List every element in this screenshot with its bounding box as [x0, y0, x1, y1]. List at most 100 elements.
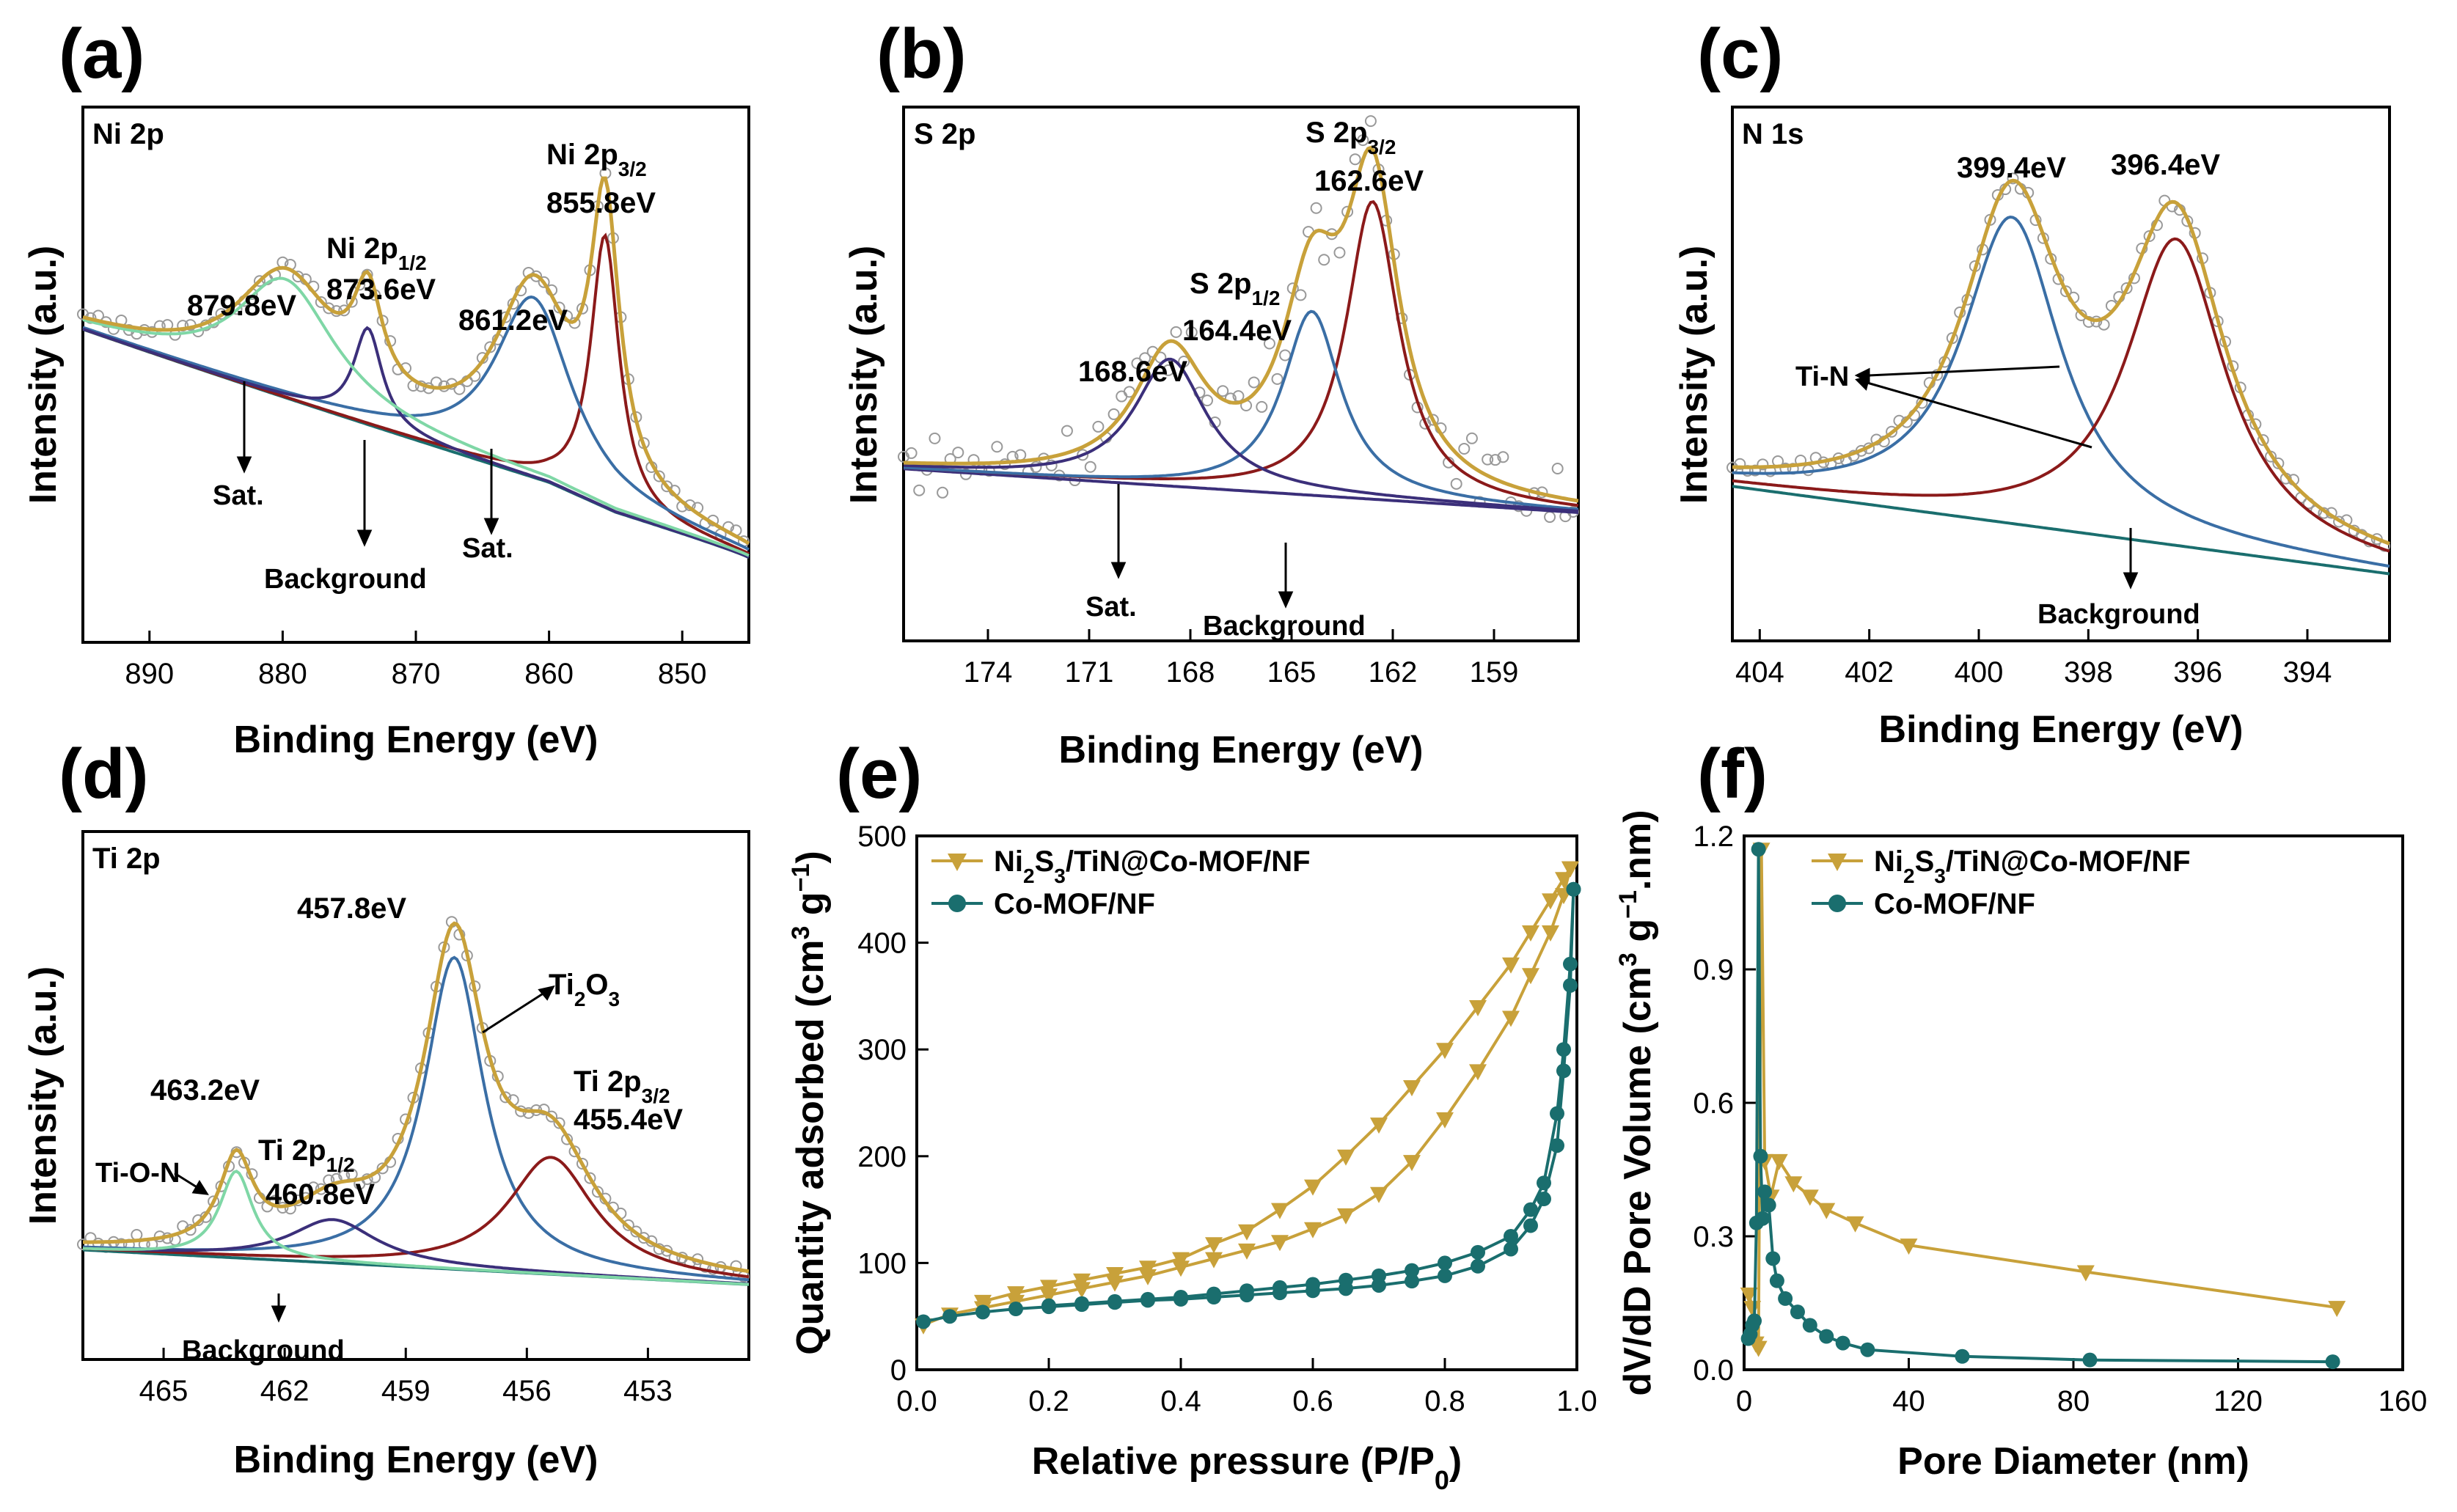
data-point-a — [315, 296, 327, 308]
x-tick-label-b: 162 — [1369, 656, 1418, 689]
panel-e-legend: Ni2S3/TiN@Co-MOF/NF Co-MOF/NF — [931, 845, 1311, 920]
data-point-f-0 — [1817, 1203, 1836, 1219]
annotation-sat-1: Sat. — [213, 480, 264, 511]
panel-a-xlabel: Binding Energy (eV) — [234, 719, 598, 761]
data-point-e-1 — [916, 1314, 931, 1329]
data-point-e-0 — [1073, 1273, 1091, 1290]
data-point-b — [1364, 115, 1377, 128]
data-point-a — [253, 275, 266, 287]
data-point-e-0 — [1106, 1266, 1124, 1283]
data-point-e-1 — [1240, 1283, 1254, 1299]
data-point-e-1 — [1523, 1218, 1538, 1233]
legend-marker-circle — [1828, 895, 1846, 912]
data-point-b — [1201, 394, 1213, 407]
panel-a-label: (a) — [59, 15, 144, 93]
data-point-f-1 — [2325, 1354, 2340, 1370]
panel-b-xlabel: Binding Energy (eV) — [1059, 729, 1424, 771]
data-point-e-0 — [974, 1294, 992, 1311]
data-point-d — [584, 1172, 596, 1184]
panel-e-ylabel: Quantity adsorbed (cm3 g−1) — [787, 851, 832, 1355]
data-point-b — [1263, 337, 1275, 350]
data-point-e-0 — [1502, 957, 1520, 974]
x-tick-label-a: 880 — [258, 658, 307, 690]
data-point-d — [630, 1225, 642, 1238]
panel-a-plot: 890 880 870 860 850 — [77, 167, 750, 690]
data-point-e-1 — [1550, 1138, 1564, 1153]
data-point-e-0 — [1436, 1043, 1454, 1060]
panel-c-ylabel: Intensity (a.u.) — [1673, 246, 1715, 504]
annotation-861.2: 861.2eV — [458, 304, 568, 337]
data-point-c — [1886, 425, 1898, 438]
data-point-b — [1092, 420, 1105, 433]
data-point-b — [1357, 134, 1369, 147]
data-point-e-1 — [1306, 1277, 1320, 1292]
data-point-e-0 — [1469, 999, 1487, 1016]
data-point-b — [1279, 349, 1292, 362]
data-point-c — [2090, 315, 2103, 328]
x-tick-label-d: 456 — [502, 1375, 552, 1407]
data-point-d — [376, 1162, 389, 1175]
data-point-b — [1450, 477, 1462, 490]
x-tick-label-b: 171 — [1065, 656, 1114, 689]
data-point-e-1 — [1008, 1302, 1023, 1317]
annotation-455.4: 455.4eV — [574, 1104, 683, 1136]
x-tick-label-b: 165 — [1267, 656, 1317, 689]
data-point-e-1 — [1471, 1244, 1485, 1260]
x-tick-label-f: 120 — [2214, 1385, 2263, 1417]
data-point-e-1 — [1107, 1293, 1122, 1309]
x-tick-label-a: 860 — [524, 658, 574, 690]
data-point-b — [1489, 454, 1501, 466]
data-point-a — [177, 320, 189, 332]
data-point-d — [730, 1260, 742, 1272]
panel-e-frame — [915, 834, 1578, 1371]
x-tick-label-e: 0.2 — [1028, 1385, 1069, 1417]
data-point-f-1 — [1769, 1273, 1784, 1288]
x-tick-label-f: 160 — [2379, 1385, 2428, 1417]
data-point-d — [637, 1232, 650, 1244]
x-tick-label-d: 453 — [623, 1375, 673, 1407]
panel-e-xlabel: Relative pressure (P/P0) — [1032, 1440, 1462, 1495]
data-point-f-1 — [1819, 1329, 1834, 1344]
data-point-b — [1310, 202, 1322, 214]
data-point-b — [1077, 449, 1089, 461]
data-point-e-1 — [1556, 1063, 1571, 1079]
data-point-d — [522, 1107, 535, 1119]
annotation-855.8: 855.8eV — [546, 187, 656, 219]
x-tick-label-e: 0.8 — [1424, 1385, 1465, 1417]
annotation-ti-n: Ti-N — [1795, 362, 1849, 392]
panel-b-arrows — [1110, 484, 1294, 609]
data-point-f-0 — [1749, 1340, 1768, 1357]
data-point-d — [591, 1186, 604, 1198]
data-point-e-1 — [1523, 1202, 1538, 1217]
data-point-b — [905, 447, 918, 459]
data-point-e-1 — [1372, 1268, 1386, 1283]
legend-series-1-e: Ni2S3/TiN@Co-MOF/NF — [994, 845, 1311, 887]
envelope-d — [83, 921, 750, 1274]
data-point-e-0 — [1370, 1118, 1388, 1134]
x-tick-label-b: 174 — [964, 656, 1013, 689]
panel-b-frame — [902, 106, 1580, 642]
data-point-c — [2059, 285, 2072, 298]
data-point-b — [1116, 390, 1128, 403]
data-point-e-1 — [1405, 1274, 1419, 1289]
data-point-b — [1458, 442, 1471, 455]
data-point-e-0 — [1040, 1288, 1058, 1305]
peak-a-861.2 — [82, 295, 750, 551]
envelope-a — [82, 176, 750, 546]
x-tick-label-d: 465 — [139, 1375, 188, 1407]
data-point-b — [1333, 246, 1346, 259]
data-point-b — [1084, 460, 1096, 473]
data-point-e-0 — [1139, 1269, 1157, 1285]
data-point-b — [1178, 356, 1190, 368]
data-point-e-1 — [1563, 977, 1578, 993]
x-tick-label-e: 0.6 — [1292, 1385, 1333, 1417]
data-point-f-1 — [1761, 1197, 1776, 1213]
annotation-sat-b: Sat. — [1085, 592, 1137, 623]
peak-b-168.6 — [903, 357, 1579, 513]
panel-d-ylabel: Intensity (a.u.) — [22, 966, 65, 1225]
series-line-e-1-1 — [1048, 889, 1575, 1307]
data-point-e-0 — [1106, 1275, 1124, 1292]
x-tick-label-f: 40 — [1892, 1385, 1925, 1417]
data-point-e-0 — [1271, 1203, 1289, 1219]
